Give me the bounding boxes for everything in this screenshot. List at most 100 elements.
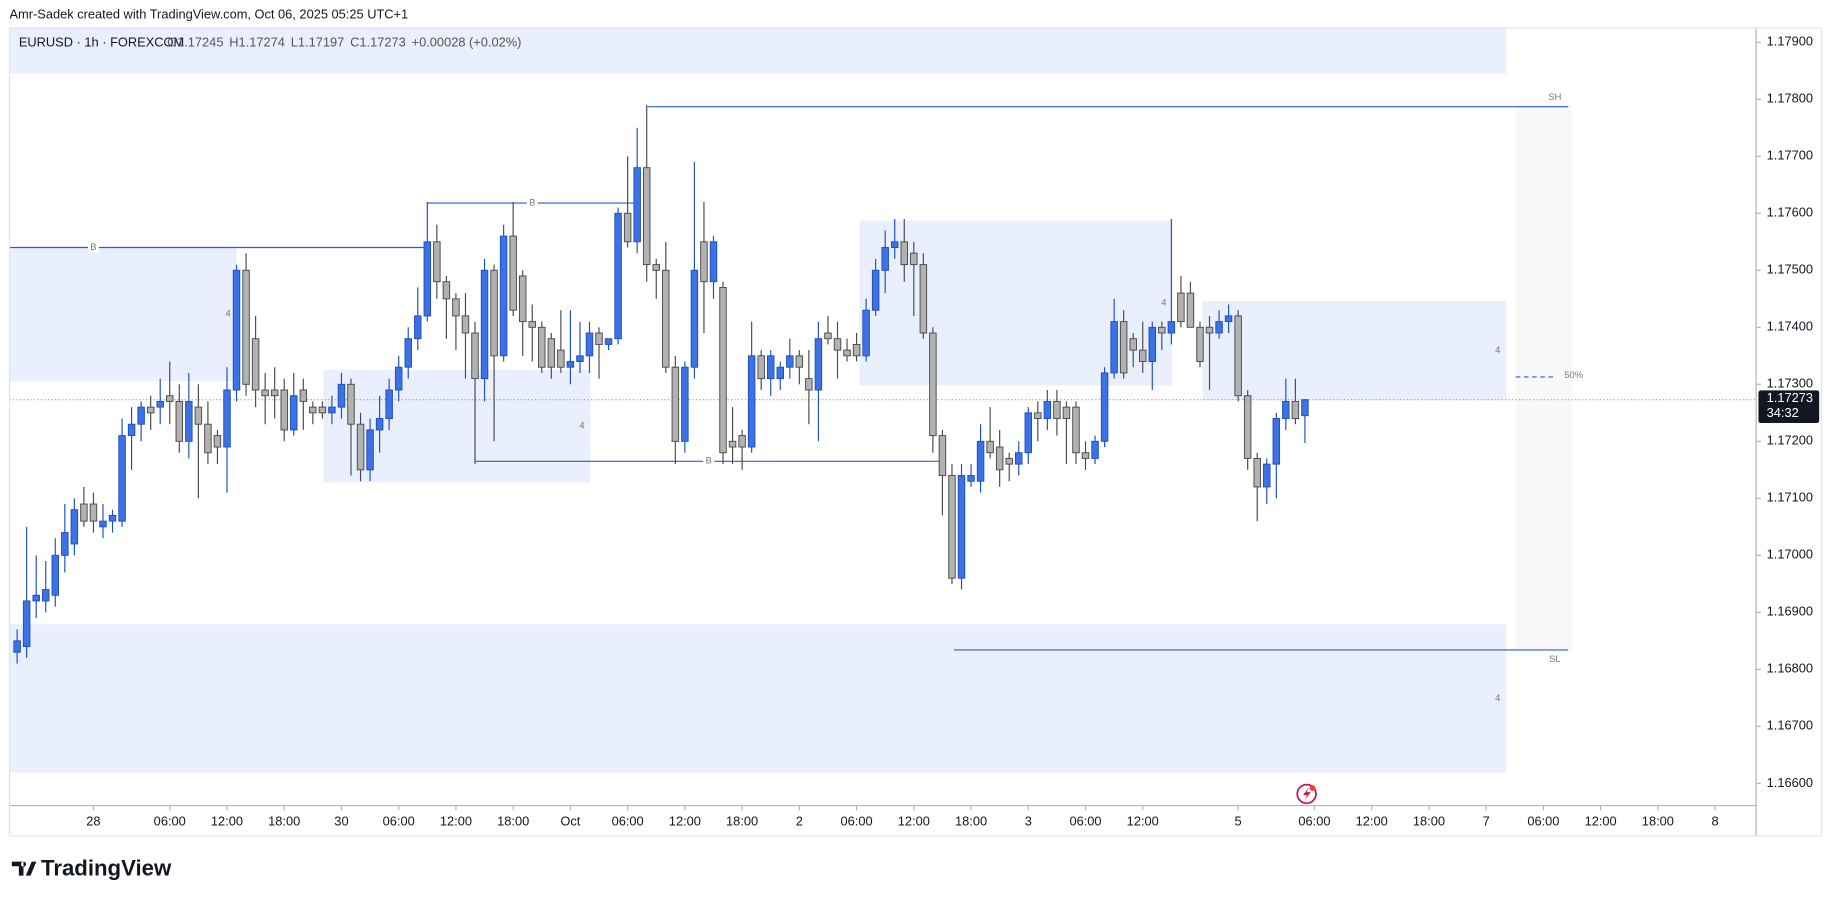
candle-body — [366, 429, 374, 471]
candle-body — [61, 532, 69, 556]
candle-body — [461, 315, 470, 334]
ohlc-value: O1.17245 — [167, 35, 223, 50]
candle-body — [1072, 406, 1080, 454]
zone-label: 4 — [1495, 345, 1500, 355]
candle-body — [232, 269, 241, 391]
candle-body — [557, 349, 565, 368]
x-tick-label: 12:00 — [211, 813, 243, 828]
candle-body — [1005, 457, 1013, 465]
y-tick-label: 1.17900 — [1767, 34, 1813, 49]
level-label: SH — [1548, 92, 1561, 102]
candle-body — [1158, 326, 1166, 334]
candle-body — [1215, 321, 1223, 334]
candle-body — [1024, 412, 1033, 454]
candle-body — [1015, 452, 1023, 465]
candle-body — [700, 241, 708, 283]
x-tick-label: 18:00 — [268, 813, 300, 828]
x-tick-label: 12:00 — [1585, 813, 1617, 828]
candle-body — [137, 406, 145, 425]
candle-body — [156, 400, 164, 408]
candle-body — [604, 338, 613, 345]
candle-body — [986, 440, 994, 454]
candle-body — [70, 509, 79, 545]
legend-header: EURUSD · 1h · FOREXCOM O1.17245 H1.17274 L… — [19, 35, 522, 50]
candle-body — [213, 435, 222, 448]
candle-body — [881, 247, 889, 271]
candle-body — [175, 400, 184, 442]
candle-body — [42, 589, 50, 602]
candle-body — [1253, 457, 1261, 488]
y-tick-label: 1.16900 — [1767, 604, 1813, 619]
candle-body — [1301, 399, 1309, 417]
candle-body — [614, 212, 622, 340]
candle-body — [251, 338, 260, 391]
y-tick-label: 1.17300 — [1767, 376, 1813, 391]
level-label-bg — [703, 455, 715, 468]
candle-body — [566, 361, 575, 368]
candle-body — [290, 395, 298, 431]
candle-body — [118, 435, 126, 522]
zone-label: 4 — [225, 309, 230, 319]
candle-body — [681, 366, 689, 442]
candle-body — [833, 338, 842, 351]
candle-body — [814, 338, 823, 391]
candle-body — [1263, 463, 1271, 488]
zone-label: 4 — [579, 421, 584, 431]
x-tick-label: 5 — [1235, 813, 1242, 828]
candle-body — [223, 389, 231, 448]
candle-body — [22, 600, 31, 648]
x-tick-label: 2 — [796, 813, 803, 828]
y-tick-label: 1.16800 — [1767, 661, 1813, 676]
candle-body — [1282, 400, 1290, 419]
candle-body — [766, 355, 775, 380]
candle-body — [728, 440, 737, 448]
candle-body — [852, 343, 861, 357]
candle-body — [690, 269, 699, 368]
candle-body — [480, 269, 489, 380]
candle-body — [824, 332, 832, 340]
y-tick-label: 1.17800 — [1767, 91, 1813, 106]
candle-body — [356, 423, 365, 471]
zone — [1202, 301, 1507, 401]
zone-label: 4 — [1495, 693, 1500, 703]
candle-body — [662, 269, 670, 368]
candle-body — [385, 389, 393, 419]
event-icon[interactable] — [1296, 783, 1317, 805]
last-price-badge — [1758, 390, 1820, 424]
candle-body — [1129, 338, 1137, 351]
candle-body — [1081, 452, 1090, 459]
zone-label: 4 — [1161, 298, 1166, 308]
countdown-label: 34:32 — [1767, 405, 1799, 420]
y-tick-label: 1.17000 — [1767, 547, 1813, 562]
candle-body — [528, 321, 536, 328]
candle-body — [1234, 315, 1242, 397]
candle-body — [1091, 440, 1099, 459]
candle-body — [1177, 292, 1185, 323]
x-tick-label: 06:00 — [1527, 813, 1559, 828]
candle-body — [1186, 292, 1195, 328]
candle-body — [404, 338, 412, 368]
x-tick-label: 06:00 — [612, 813, 644, 828]
logo-text: TradingView — [41, 856, 172, 881]
candle-body — [1110, 321, 1118, 374]
candle-body — [261, 389, 269, 397]
candle-body — [795, 355, 804, 368]
candle-body — [633, 167, 641, 243]
candle-body — [642, 167, 651, 266]
candle-body — [32, 594, 40, 602]
candle-body — [127, 423, 136, 437]
level-label: B — [529, 198, 535, 208]
candle-body — [375, 418, 384, 431]
candle-body — [204, 423, 212, 454]
candle-body — [738, 435, 746, 448]
candle-body — [805, 378, 813, 391]
candle-body — [843, 349, 851, 357]
candle-body — [576, 355, 584, 362]
level-label: B — [90, 242, 96, 252]
ohlc-value: H1.17274 — [229, 35, 285, 50]
y-tick-label: 1.17700 — [1767, 148, 1813, 163]
x-tick-label: 28 — [86, 813, 100, 828]
candle-body — [1119, 321, 1128, 374]
